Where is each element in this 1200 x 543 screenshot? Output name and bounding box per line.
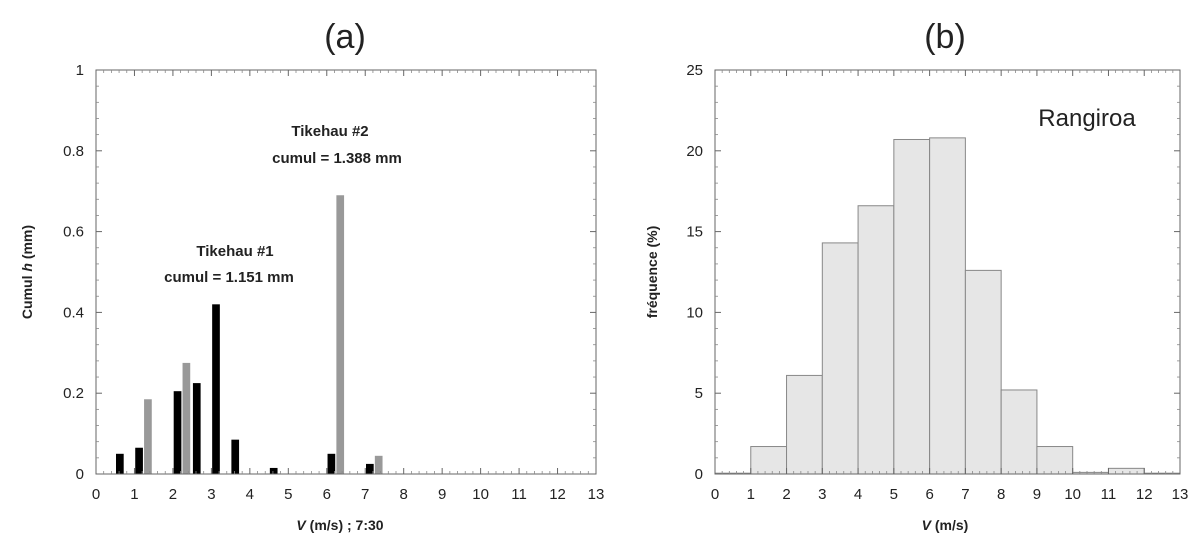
panel-a-x-tick-label: 4: [246, 486, 254, 503]
panel-b-x-tick-label: 6: [925, 486, 933, 503]
histogram-bar: [964, 269, 1002, 475]
histogram-bar: [786, 374, 823, 475]
panel-b-x-axis-label-rest: (m/s): [931, 517, 968, 533]
panel-a-x-tick-label: 0: [92, 486, 100, 503]
panel-b-x-axis-label: V (m/s): [922, 517, 969, 533]
panel-a-x-tick-label: 6: [323, 486, 331, 503]
bar-tikehau-2: [144, 399, 152, 474]
panel-a-x-tick-label: 2: [169, 486, 177, 503]
panel-a-y-tick-label: 0.2: [63, 385, 84, 402]
panel-a-y-axis-label-pre: Cumul: [19, 272, 35, 319]
panel-a-y-tick-label: 0: [76, 466, 84, 483]
bar-tikehau-1: [192, 383, 201, 474]
annotation-tikehau-1-cumul: cumul = 1.151 mm: [164, 269, 294, 286]
panel-a-label: (a): [324, 18, 366, 56]
panel-b-x-tick-label: 7: [961, 486, 969, 503]
panel-a-x-tick-label: 11: [511, 486, 527, 503]
panel-b-y-axis-label: fréquence (%): [644, 226, 660, 319]
panel-b-x-tick-label: 13: [1172, 486, 1189, 503]
panel-a-y-tick-label: 0.6: [63, 224, 84, 241]
panel-a-y-axis-label-var: h: [19, 263, 35, 272]
panel-b-x-tick-label: 2: [782, 486, 790, 503]
panel-b-x-tick-label: 11: [1101, 486, 1117, 503]
panel-a-y-tick-label: 1: [76, 62, 84, 79]
panel-a-frame: [95, 69, 597, 475]
bar-tikehau-2: [182, 362, 191, 474]
panel-b-x-tick-label: 3: [818, 486, 826, 503]
bar-tikehau-1: [135, 447, 143, 474]
panel-b-y-tick-label: 20: [686, 143, 703, 160]
panel-b-frame: [714, 69, 1181, 475]
panel-a-x-tick-label: 7: [361, 486, 369, 503]
panel-a-y-axis-label: Cumul h (mm): [19, 225, 35, 319]
panel-b-y-tick-label: 5: [695, 385, 703, 402]
histogram-bar: [929, 137, 966, 475]
panel-a-x-tick-label: 1: [130, 486, 138, 503]
annotation-tikehau-1-title: Tikehau #1: [196, 243, 273, 260]
histogram-bar: [1107, 467, 1145, 475]
panel-a-x-tick-label: 3: [207, 486, 215, 503]
bar-tikehau-1: [366, 463, 374, 474]
panel-a-x-tick-label: 13: [588, 486, 605, 503]
panel-b-x-tick-label: 12: [1136, 486, 1153, 503]
annotation-tikehau-2-title: Tikehau #2: [291, 123, 368, 140]
histogram-bar: [893, 138, 931, 475]
annotation-tikehau-2-cumul: cumul = 1.388 mm: [272, 150, 402, 167]
bar-tikehau-1: [269, 467, 278, 474]
panel-a-x-tick-label: 10: [472, 486, 489, 503]
panel-a-x-axis-label: V (m/s) ; 7:30: [296, 517, 383, 533]
panel-a-x-axis-label-var: V: [296, 517, 307, 533]
panel-b-x-tick-label: 10: [1064, 486, 1081, 503]
panel-b-x-tick-label: 5: [890, 486, 898, 503]
bar-tikehau-2: [336, 195, 345, 475]
panel-a-x-tick-label: 12: [549, 486, 566, 503]
bar-tikehau-1: [116, 453, 124, 474]
panel-b-x-tick-label: 0: [711, 486, 719, 503]
bar-tikehau-2: [374, 455, 383, 474]
panel-b-x-axis-label-var: V: [922, 517, 933, 533]
annotation-rangiroa: Rangiroa: [1038, 105, 1136, 132]
bar-tikehau-1: [231, 439, 240, 474]
panel-a-x-tick-label: 5: [284, 486, 292, 503]
panel-b-x-tick-label: 9: [1033, 486, 1041, 503]
panel-a-y-tick-label: 0.4: [63, 304, 84, 321]
panel-a-x-tick-label: 8: [400, 486, 408, 503]
bar-tikehau-1: [212, 304, 220, 474]
bar-tikehau-1: [327, 453, 336, 474]
histogram-bar: [857, 205, 895, 475]
panel-b-y-tick-label: 10: [686, 304, 703, 321]
panel-a-y-axis-label-post: (mm): [19, 225, 35, 263]
panel-b-y-tick-label: 0: [695, 466, 703, 483]
panel-b-x-tick-label: 8: [997, 486, 1005, 503]
panel-b-x-tick-label: 4: [854, 486, 862, 503]
panel-b-label: (b): [924, 18, 966, 56]
panel-a-bars: [116, 195, 383, 475]
histogram-bar: [1000, 389, 1038, 475]
histogram-bar: [821, 242, 859, 475]
panel-b-y-tick-label: 25: [686, 62, 703, 79]
panel-b-bars: [714, 137, 1181, 475]
panel-a-y-tick-label: 0.8: [63, 143, 84, 160]
histogram-bar: [1036, 446, 1074, 475]
panel-b-y-tick-label: 15: [686, 224, 703, 241]
panel-a-x-axis-label-rest: (m/s) ; 7:30: [306, 517, 384, 533]
histogram-bar: [750, 446, 788, 475]
bar-tikehau-1: [173, 391, 182, 474]
panel-a-x-tick-label: 9: [438, 486, 446, 503]
panel-b-x-tick-label: 1: [747, 486, 755, 503]
